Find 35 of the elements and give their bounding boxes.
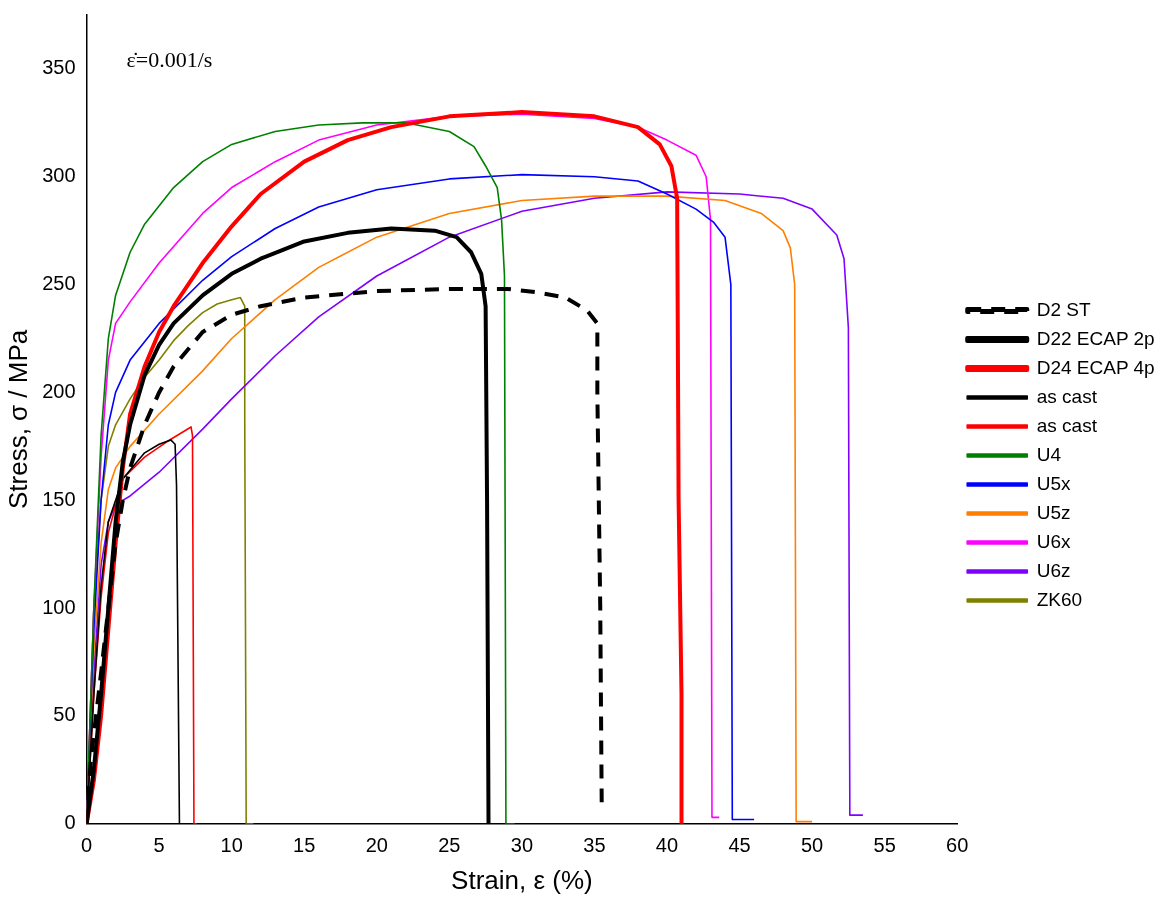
- y-tick-label: 250: [42, 272, 76, 295]
- x-tick-label: 15: [293, 834, 316, 857]
- x-tick-label: 60: [946, 834, 969, 857]
- legend-label: U5z: [1036, 501, 1071, 523]
- x-tick-label: 50: [800, 834, 824, 857]
- y-tick-label: 350: [42, 56, 76, 79]
- x-tick-label: 5: [153, 834, 165, 857]
- x-tick-label: 55: [873, 834, 896, 857]
- legend-label: D24 ECAP 4p: [1036, 356, 1155, 378]
- legend-label: D22 ECAP 2p: [1036, 327, 1155, 349]
- y-tick-label: 50: [53, 703, 76, 726]
- x-axis-title: Strain, ε (%): [451, 864, 593, 895]
- annotation: ε̇=0.001/s: [126, 46, 213, 72]
- y-tick-label: 0: [64, 811, 76, 834]
- x-tick-label: 40: [655, 834, 679, 857]
- legend-label: U5x: [1036, 472, 1071, 494]
- x-tick-label: 20: [365, 834, 388, 857]
- y-axis-title: Stress, σ / MPa: [2, 329, 33, 510]
- x-tick-label: 10: [220, 834, 243, 857]
- x-tick-label: 35: [583, 834, 606, 857]
- legend-label: U4: [1036, 443, 1062, 465]
- y-tick-label: 150: [42, 487, 76, 510]
- x-tick-label: 45: [728, 834, 751, 857]
- legend-label: U6z: [1036, 559, 1071, 581]
- y-tick-label: 200: [42, 379, 76, 402]
- y-tick-label: 300: [42, 164, 76, 187]
- legend-label: as cast: [1036, 414, 1098, 436]
- y-tick-label: 100: [42, 595, 76, 618]
- x-tick-label: 0: [81, 834, 93, 857]
- x-tick-label: 25: [438, 834, 461, 857]
- legend-label: as cast: [1036, 385, 1098, 407]
- legend-label: D2 ST: [1036, 298, 1091, 320]
- legend-label: U6x: [1036, 530, 1071, 552]
- legend-label: ZK60: [1036, 588, 1083, 610]
- x-tick-label: 30: [510, 834, 534, 857]
